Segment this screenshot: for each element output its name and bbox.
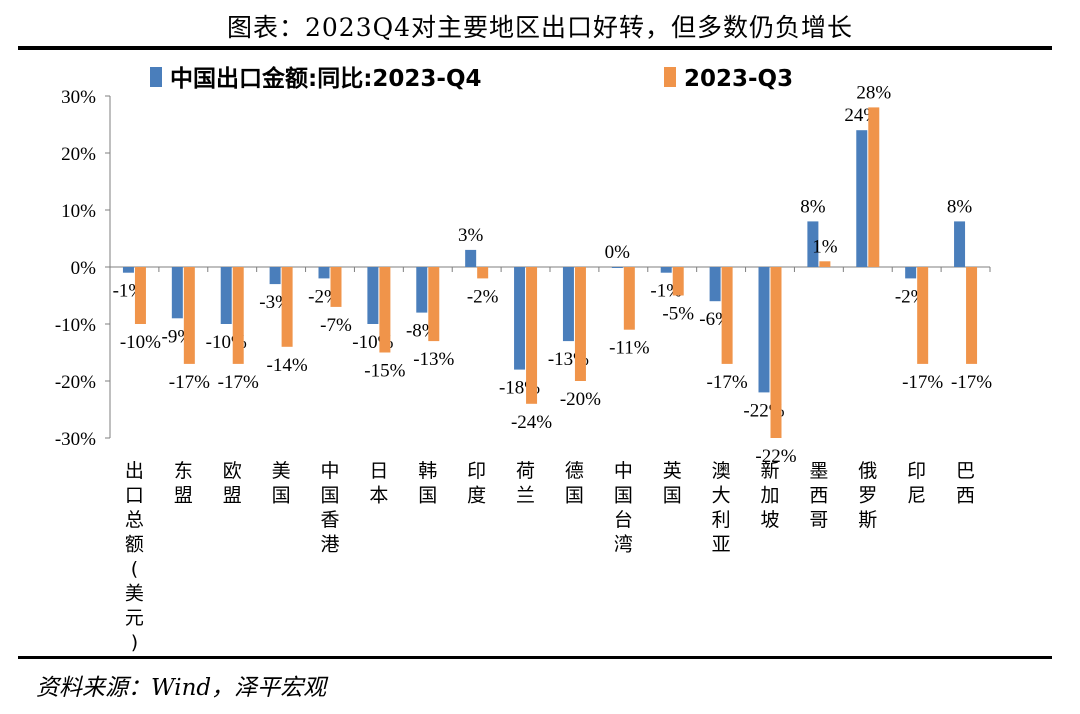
data-label-s2-0: -10% <box>120 332 161 353</box>
bar-s1-7 <box>465 249 477 267</box>
bar-s2-8 <box>526 267 538 404</box>
legend-swatch-s1 <box>150 67 162 87</box>
bar-s1-4 <box>318 267 330 279</box>
data-label-s2-6: -13% <box>413 349 454 370</box>
bar-s2-1 <box>183 267 195 364</box>
data-label-s2-3: -14% <box>267 355 308 376</box>
bar-s1-17 <box>954 221 966 267</box>
category-label: 印尼 <box>907 460 926 507</box>
data-label-s2-12: -17% <box>707 372 748 393</box>
category-label: 荷兰 <box>516 460 535 507</box>
data-label-s1-7: 3% <box>458 225 484 246</box>
legend-label-s1: 中国出口金额:同比:2023-Q4 <box>170 65 482 92</box>
category-label: 美国 <box>272 460 291 507</box>
category-label: 新加坡 <box>760 460 779 531</box>
data-label-s2-15: 28% <box>856 82 891 103</box>
category-label: 出口总额(美元) <box>125 460 144 654</box>
bar-s1-1 <box>171 267 183 319</box>
category-label: 日本 <box>369 460 388 507</box>
data-label-s2-17: -17% <box>951 372 992 393</box>
bar-s2-12 <box>721 267 733 364</box>
y-tick-label: 20% <box>61 144 96 165</box>
category-label: 澳大利亚 <box>712 460 731 556</box>
chart: 30%20%10%0%-10%-20%-30%-1%-9% -10%-3% -2%-… <box>55 65 992 654</box>
bar-s1-0 <box>122 267 134 273</box>
category-label: 中国台湾 <box>614 460 633 556</box>
bar-s2-7 <box>477 267 489 279</box>
bar-s1-6 <box>416 267 428 313</box>
bar-s1-8 <box>514 267 526 370</box>
data-label-s2-16: -17% <box>902 372 943 393</box>
data-label-s2-11: -5% <box>662 304 694 325</box>
bar-s1-11 <box>660 267 672 273</box>
category-label: 中国香港 <box>320 460 339 556</box>
data-label-s2-5: -15% <box>364 361 405 382</box>
bar-s1-10 <box>611 267 623 268</box>
data-label-s2-14: 1% <box>812 236 838 257</box>
data-label-s1-10: 0% <box>605 242 631 263</box>
bar-s2-4 <box>330 267 342 307</box>
category-label: 俄罗斯 <box>858 460 877 531</box>
data-label-s2-9: -20% <box>560 389 601 410</box>
category-label: 巴西 <box>956 460 975 507</box>
bar-s2-15 <box>868 107 880 268</box>
bar-s2-3 <box>281 267 293 347</box>
bar-s1-15 <box>856 130 868 267</box>
bar-s2-16 <box>917 267 929 364</box>
bar-s2-14 <box>819 261 831 267</box>
bar-s2-10 <box>623 267 635 330</box>
figure-title: 图表：2023Q4对主要地区出口好转，但多数仍负增长 <box>226 13 854 42</box>
bar-s1-16 <box>905 267 917 279</box>
category-label: 欧盟 <box>223 460 242 507</box>
y-tick-label: -10% <box>55 315 96 336</box>
bar-s2-5 <box>379 267 391 353</box>
data-label-s1-14: 8% <box>800 196 826 217</box>
y-tick-label: 30% <box>61 87 96 108</box>
category-label: 德国 <box>565 460 584 507</box>
bar-s2-6 <box>428 267 440 342</box>
data-label-s2-10: -11% <box>609 338 650 359</box>
data-label-s2-7: -2% <box>467 286 499 307</box>
legend-swatch-s2 <box>664 67 676 87</box>
category-label: 墨西哥 <box>809 460 828 531</box>
bottom-rule <box>18 656 1052 659</box>
category-label: 印度 <box>467 460 486 507</box>
data-label-s2-4: -7% <box>320 315 352 336</box>
category-label: 韩国 <box>418 460 437 507</box>
bar-s2-11 <box>672 267 684 296</box>
category-label: 东盟 <box>174 460 193 507</box>
top-rule <box>18 46 1052 50</box>
bar-s1-3 <box>269 267 281 285</box>
data-label-s2-2: -17% <box>218 372 259 393</box>
bar-s2-13 <box>770 267 782 438</box>
y-tick-label: 0% <box>71 258 97 279</box>
source-note: 资料来源：Wind，泽平宏观 <box>36 675 327 701</box>
y-tick-label: 10% <box>61 201 96 222</box>
data-label-s2-1: -17% <box>169 372 210 393</box>
category-label: 英国 <box>663 460 682 507</box>
bar-s1-13 <box>758 267 770 393</box>
bar-s1-2 <box>220 267 232 324</box>
data-label-s2-8: -24% <box>511 412 552 433</box>
bar-s1-5 <box>367 267 379 324</box>
bar-s2-0 <box>134 267 146 324</box>
y-tick-label: -20% <box>55 372 96 393</box>
legend-label-s2: 2023-Q3 <box>684 66 793 92</box>
data-label-s1-17: 8% <box>947 196 973 217</box>
bar-s2-17 <box>966 267 978 364</box>
bar-s1-14 <box>807 221 819 267</box>
bar-s1-9 <box>562 267 574 342</box>
y-tick-label: -30% <box>55 429 96 450</box>
bar-s2-2 <box>232 267 244 364</box>
bar-s1-12 <box>709 267 721 302</box>
data-label-s2-13: -22% <box>755 446 796 467</box>
bar-s2-9 <box>574 267 586 381</box>
